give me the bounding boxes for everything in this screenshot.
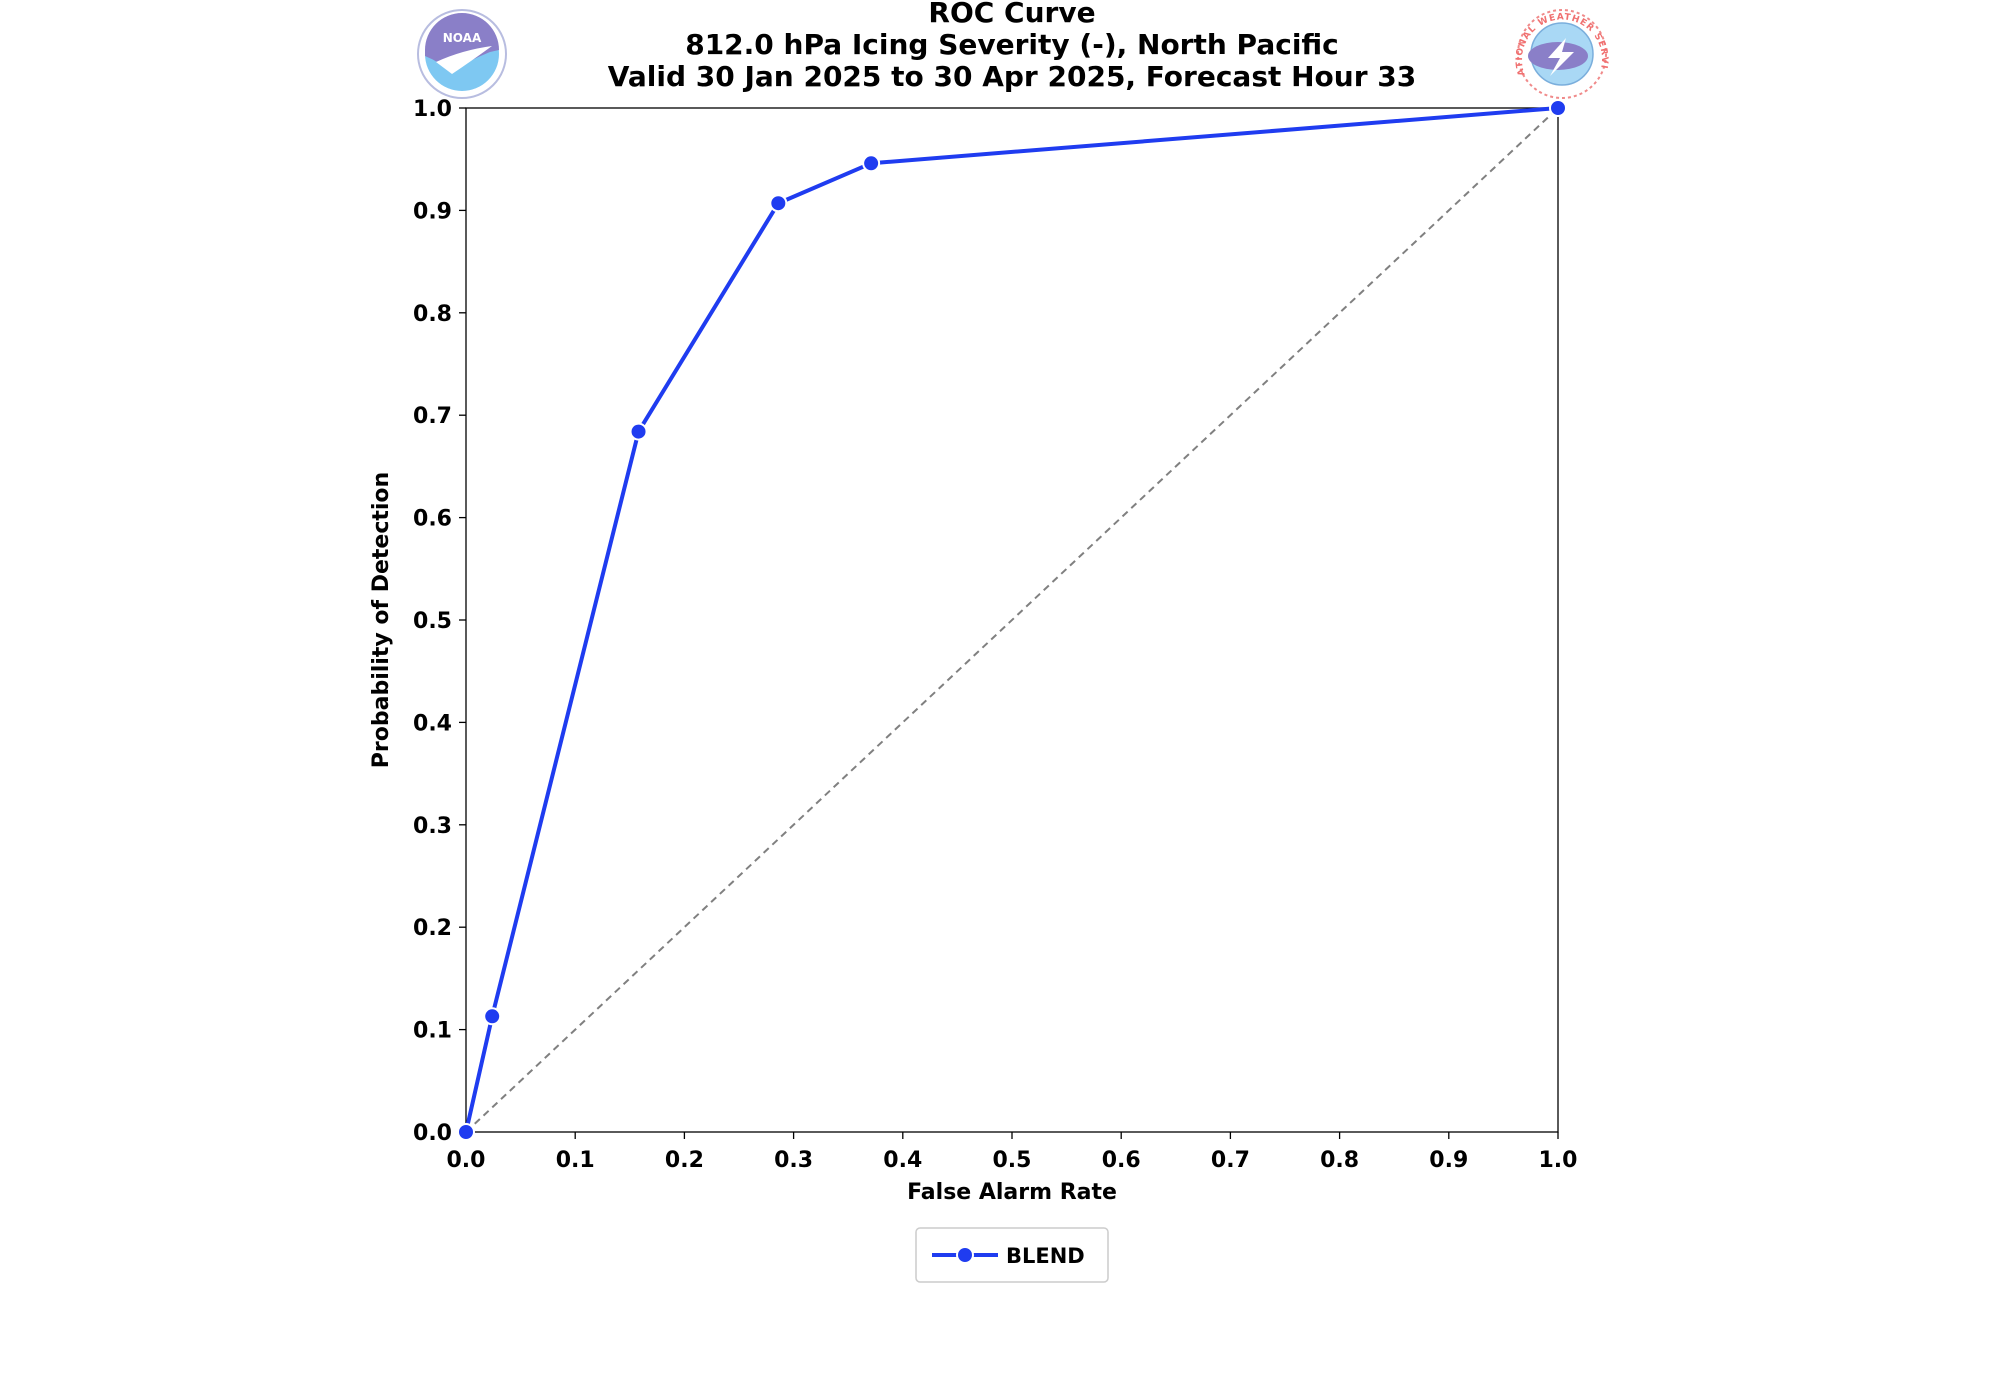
y-tick-label: 0.6	[413, 507, 452, 532]
legend-marker-blend	[956, 1246, 974, 1264]
x-tick-label: 0.4	[883, 1148, 922, 1173]
y-tick-label: 0.0	[413, 1121, 452, 1146]
x-tick-label: 0.9	[1429, 1148, 1468, 1173]
x-tick-label: 0.5	[993, 1148, 1032, 1173]
y-tick-label: 0.3	[413, 814, 452, 839]
x-tick-label: 0.2	[665, 1148, 704, 1173]
series-points-blend	[457, 99, 1567, 1141]
noaa-logo-text: NOAA	[443, 31, 482, 45]
data-point	[457, 1123, 475, 1141]
y-axis-label: Probability of Detection	[369, 472, 394, 768]
data-point	[629, 422, 648, 441]
x-tick-label: 0.6	[1102, 1148, 1141, 1173]
y-tick-label: 0.7	[413, 404, 452, 429]
data-point	[483, 1007, 502, 1026]
legend: BLEND	[915, 1227, 1109, 1283]
y-tick-label: 0.4	[413, 711, 452, 736]
x-tick-label: 0.1	[556, 1148, 595, 1173]
legend-entry-blend: BLEND	[1006, 1244, 1085, 1268]
x-axis-label: False Alarm Rate	[907, 1180, 1117, 1205]
chart-title-line-1: ROC Curve	[928, 0, 1095, 29]
x-tick-label: 1.0	[1539, 1148, 1578, 1173]
chart-title-line-2: 812.0 hPa Icing Severity (-), North Paci…	[685, 28, 1339, 61]
x-tick-label: 0.3	[774, 1148, 813, 1173]
x-axis-ticks: 0.0 0.1 0.2 0.3 0.4 0.5 0.6 0.7 0.8 0.9 1.0	[447, 1132, 1578, 1173]
x-tick-label: 0.7	[1211, 1148, 1250, 1173]
y-tick-label: 0.1	[413, 1019, 452, 1044]
y-tick-label: 0.2	[413, 916, 452, 941]
reference-diagonal-line	[465, 107, 1559, 1133]
y-tick-label: 0.5	[413, 609, 452, 634]
y-tick-label: 0.9	[413, 199, 452, 224]
y-axis-ticks: 0.0 0.1 0.2 0.3 0.4 0.5 0.6 0.7 0.8 0.9 1.0	[413, 97, 466, 1146]
chart-title-line-3: Valid 30 Jan 2025 to 30 Apr 2025, Foreca…	[608, 60, 1417, 93]
x-tick-label: 0.8	[1320, 1148, 1359, 1173]
y-tick-label: 0.8	[413, 302, 452, 327]
noaa-logo-icon: NOAA	[417, 9, 507, 99]
legend-box	[915, 1227, 1109, 1283]
data-point	[862, 154, 881, 173]
y-tick-label: 1.0	[413, 97, 452, 122]
x-tick-label: 0.0	[447, 1148, 486, 1173]
data-point	[1549, 99, 1567, 117]
series-line-blend	[464, 106, 1559, 1133]
data-point	[769, 194, 788, 213]
